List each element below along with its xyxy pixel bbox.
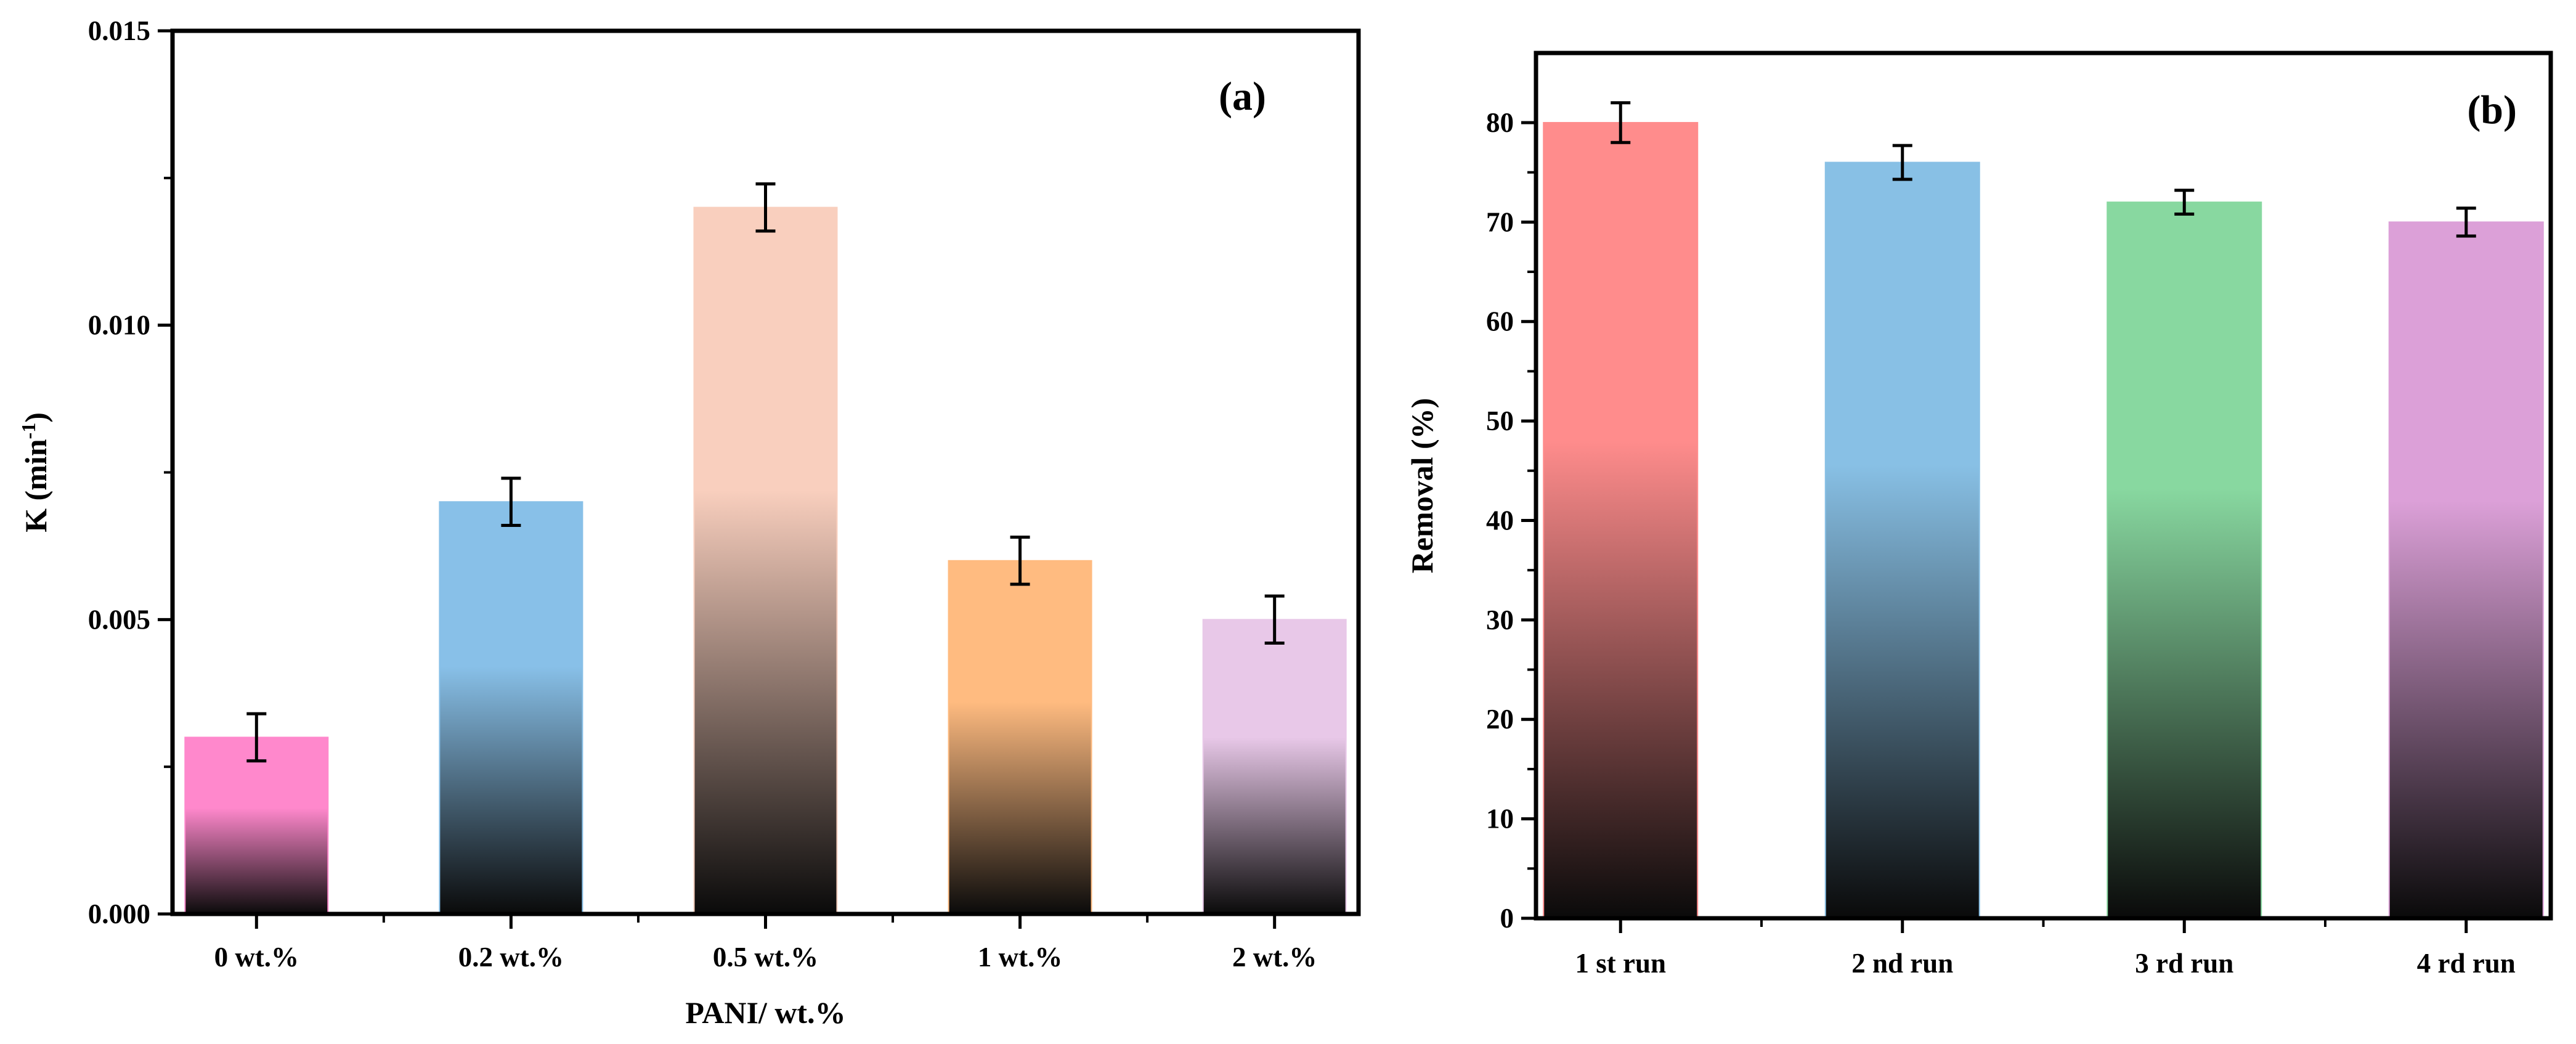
error-bar-b-1 [1611,101,1631,144]
bar-b-2 [1824,161,1980,920]
bar-a-3 [693,206,838,915]
chart-panel-a: 0 wt.% 0.2 wt.% 0.5 wt.% 1 wt.% 2 wt.% 0.000 0… [17,15,1361,1030]
y-tick-label-b-5: 40 [1486,505,1514,536]
error-bar-a-2 [501,476,521,527]
bar-a-1 [184,736,329,915]
y-axis-title-a-sup: -1 [17,423,39,439]
x-tick-label-b-3: 3 rd run [2135,948,2233,979]
ticks-a: 0 wt.% 0.2 wt.% 0.5 wt.% 1 wt.% 2 wt.% 0.000 0… [88,15,1317,973]
bar-b-4 [2388,221,2544,919]
y-tick-label-b-9: 80 [1486,107,1514,138]
panel-label-b: (b) [2467,88,2517,133]
error-bar-a-3 [755,182,776,233]
error-bars-a [246,182,1285,763]
bars-a [184,206,1347,915]
y-tick-label-a-1: 0.000 [88,899,150,929]
y-tick-label-b-2: 10 [1486,804,1514,834]
y-axis-title-a: K (min-1) [17,412,53,532]
error-bar-a-5 [1264,594,1285,645]
error-bar-a-4 [1010,536,1030,586]
bar-b-1 [1543,121,1699,919]
x-tick-label-a-5: 2 wt.% [1232,942,1317,973]
x-tick-label-b-4: 4 rd run [2417,948,2516,979]
bar-b-3 [2107,202,2262,919]
bar-a-4 [948,560,1092,915]
error-bar-a-1 [246,712,267,763]
y-tick-label-b-4: 30 [1486,605,1514,635]
y-tick-label-b-3: 20 [1486,704,1514,735]
x-tick-label-a-4: 1 wt.% [978,942,1062,973]
plot-frame-b [1534,51,2553,921]
x-tick-label-a-3: 0.5 wt.% [713,942,818,973]
x-tick-label-b-1: 1 st run [1575,948,1666,979]
y-axis-title-a-main: K (min [18,439,53,532]
chart-panel-b: 1 st run 2 nd run 3 rd run 4 rd run 0 10 20 30 4… [1405,51,2553,979]
x-tick-label-a-2: 0.2 wt.% [458,942,564,973]
y-tick-label-a-4: 0.015 [88,15,150,46]
y-tick-label-b-7: 60 [1486,306,1514,337]
bar-a-5 [1202,619,1347,915]
x-tick-label-a-1: 0 wt.% [214,942,299,973]
error-bar-b-3 [2174,189,2195,216]
y-axis-title-b: Removal (%) [1405,398,1439,574]
error-bars-b [1611,101,2476,238]
y-axis-title-a-close: ) [18,412,53,423]
x-axis-title-a: PANI/ wt.% [685,995,845,1030]
bars-b [1543,121,2544,920]
y-tick-label-a-2: 0.005 [88,604,150,635]
bar-a-2 [439,501,583,915]
error-bar-b-2 [1892,144,1912,181]
ticks-b: 1 st run 2 nd run 3 rd run 4 rd run 0 10 20 30 4… [1486,107,2516,979]
y-tick-label-b-6: 50 [1486,406,1514,436]
panel-label-a: (a) [1219,74,1266,119]
error-bar-b-4 [2456,206,2476,238]
y-tick-label-b-1: 0 [1500,903,1514,934]
plot-frame-a [170,28,1361,916]
y-tick-label-b-8: 70 [1486,206,1514,237]
y-tick-label-a-3: 0.010 [88,310,150,341]
x-tick-label-b-2: 2 nd run [1851,948,1953,979]
